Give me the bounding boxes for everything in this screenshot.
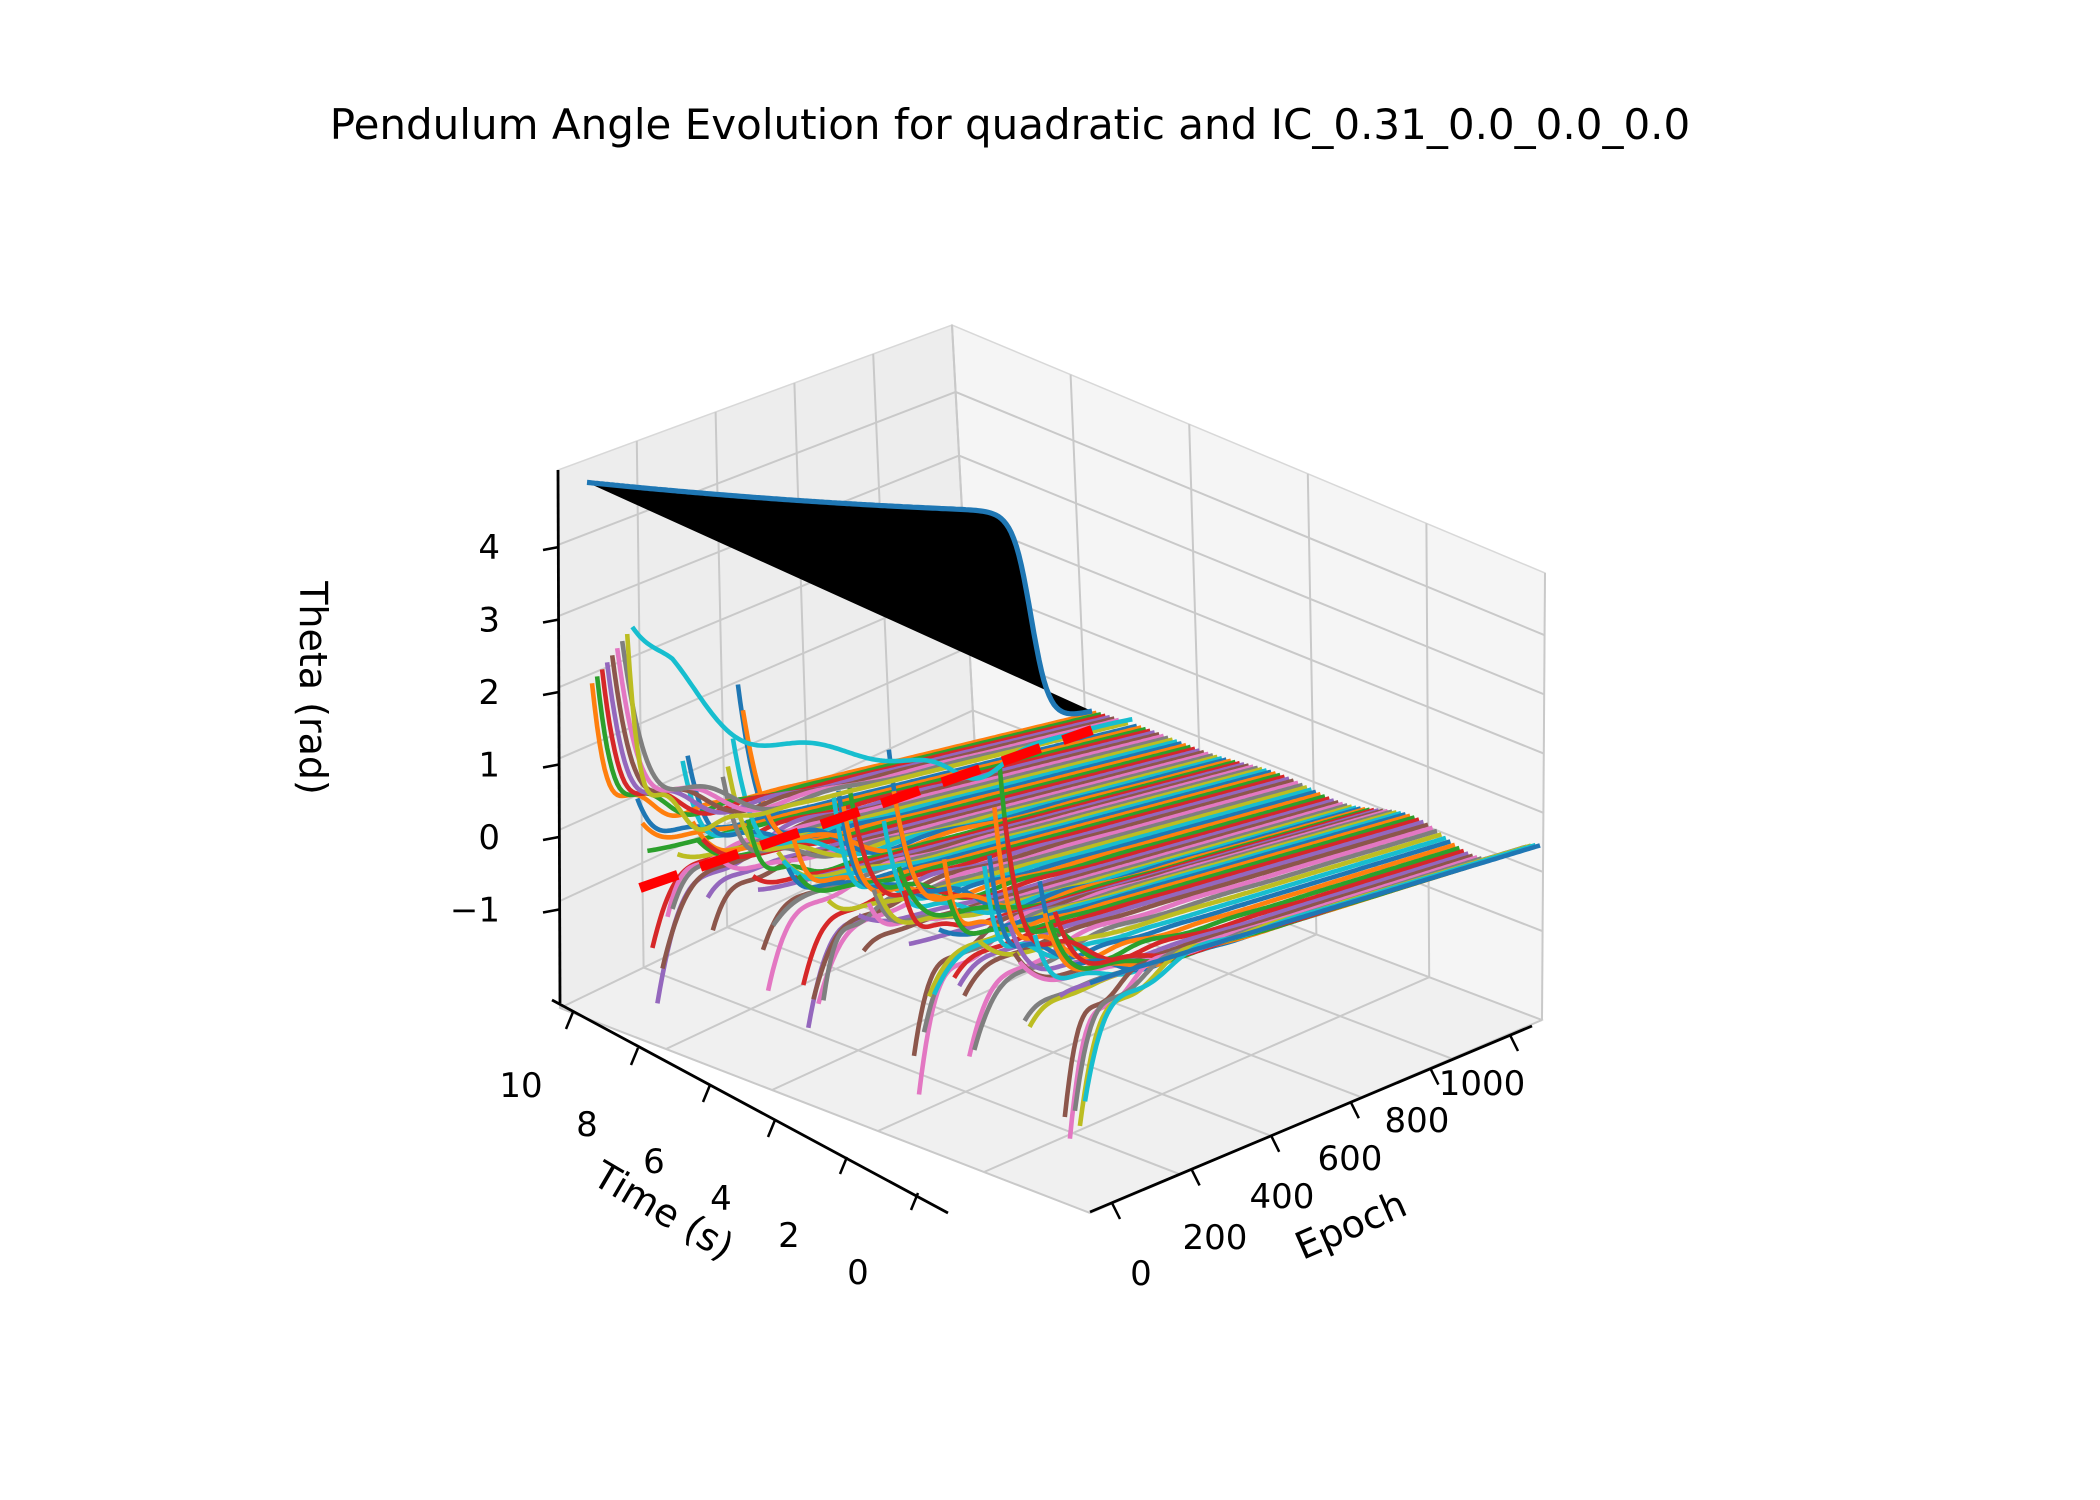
theta-tick-label: 3 bbox=[478, 601, 500, 641]
grid-line bbox=[969, 645, 1544, 873]
trajectory-lines bbox=[589, 625, 1541, 1139]
axis-tick bbox=[1270, 1135, 1281, 1153]
theta-axis-label: Theta (rad) bbox=[291, 580, 335, 795]
epoch-tick-label: 400 bbox=[1250, 1177, 1315, 1217]
grid-line bbox=[962, 518, 1545, 755]
axis-tick bbox=[542, 908, 560, 914]
trajectory-line bbox=[857, 798, 1335, 924]
axis-tick bbox=[542, 690, 560, 697]
time-tick-label: 4 bbox=[710, 1179, 732, 1219]
theta-tick-label: 2 bbox=[478, 673, 500, 713]
time-tick-label: 0 bbox=[847, 1253, 869, 1293]
axis-tick bbox=[1349, 1101, 1360, 1119]
grid-line bbox=[771, 890, 1205, 1091]
grid-line bbox=[958, 454, 1545, 696]
axis-tick bbox=[1508, 1034, 1520, 1052]
grid-line bbox=[965, 582, 1544, 814]
trajectory-line bbox=[586, 479, 1093, 717]
epoch-axis-spine bbox=[1089, 1024, 1533, 1214]
theta-tick-label: −1 bbox=[450, 891, 500, 931]
trajectory-line bbox=[609, 654, 1115, 814]
trajectory-line bbox=[992, 807, 1456, 962]
grid-line bbox=[558, 645, 970, 831]
time-axis-spine bbox=[551, 998, 949, 1215]
axis-tick bbox=[542, 545, 560, 552]
grid-line bbox=[1425, 523, 1431, 978]
grid-line bbox=[559, 1007, 1091, 1214]
epoch-tick-label: 600 bbox=[1318, 1139, 1383, 1179]
axis-tick bbox=[1110, 1202, 1122, 1220]
time-tick-label: 6 bbox=[643, 1142, 665, 1182]
reference-dashed-line bbox=[638, 725, 1094, 893]
trajectory-line bbox=[720, 753, 1214, 859]
time-tick-label: 10 bbox=[499, 1066, 542, 1106]
trajectory-line bbox=[599, 669, 1106, 816]
trajectory-line bbox=[816, 780, 1299, 1005]
trajectory-line bbox=[604, 662, 1111, 815]
epoch-tick-label: 800 bbox=[1385, 1101, 1450, 1141]
trajectory-line bbox=[589, 683, 1098, 818]
grid-line bbox=[635, 440, 645, 968]
grid-line bbox=[983, 976, 1430, 1173]
trajectory-line bbox=[846, 781, 1326, 901]
theta-tick-label: 0 bbox=[478, 818, 500, 858]
trajectory-line bbox=[630, 625, 1133, 781]
trajectory-line bbox=[952, 817, 1420, 979]
grid-line bbox=[557, 390, 956, 546]
grid-line bbox=[955, 390, 1545, 637]
axis-tick bbox=[701, 1084, 712, 1103]
epoch-tick-label: 1000 bbox=[1439, 1064, 1526, 1104]
grid-line bbox=[665, 847, 1092, 1050]
trajectory-line bbox=[972, 828, 1438, 1051]
chart-title: Pendulum Angle Evolution for quadratic a… bbox=[329, 100, 1691, 149]
grid-line bbox=[726, 926, 1272, 1137]
axis-tick bbox=[1429, 1068, 1440, 1086]
trajectory-line bbox=[725, 754, 1218, 858]
axis-tick bbox=[766, 1119, 777, 1138]
axis-tick bbox=[909, 1192, 920, 1211]
epoch-tick-label: 0 bbox=[1130, 1254, 1152, 1294]
theta-tick-label: 4 bbox=[478, 528, 500, 568]
axis-tick bbox=[1190, 1168, 1201, 1186]
grid-line bbox=[1541, 572, 1546, 1021]
axis-tick bbox=[838, 1156, 849, 1175]
epoch-tick-label: 200 bbox=[1183, 1218, 1248, 1258]
axis-tick bbox=[629, 1047, 640, 1066]
theta-axis-spine bbox=[556, 469, 562, 1004]
trajectory-line bbox=[836, 789, 1317, 901]
theta-tick-label: 1 bbox=[478, 746, 500, 786]
axis-tick bbox=[564, 1011, 575, 1030]
axis-tick bbox=[542, 835, 560, 842]
time-tick-label: 8 bbox=[576, 1105, 598, 1145]
trajectory-line bbox=[806, 776, 1290, 1029]
trajectory-line bbox=[685, 741, 1183, 844]
trajectory-line bbox=[1089, 843, 1541, 986]
time-tick-label: 2 bbox=[778, 1216, 800, 1256]
trajectory-line bbox=[781, 768, 1268, 882]
grid-line bbox=[643, 966, 1181, 1176]
trajectory-line bbox=[811, 778, 1295, 1000]
trajectory-line bbox=[705, 748, 1201, 899]
trajectory-line bbox=[938, 812, 1407, 937]
axis-tick bbox=[542, 763, 560, 769]
trajectory-line bbox=[1002, 817, 1465, 963]
axis-tick bbox=[542, 618, 560, 624]
